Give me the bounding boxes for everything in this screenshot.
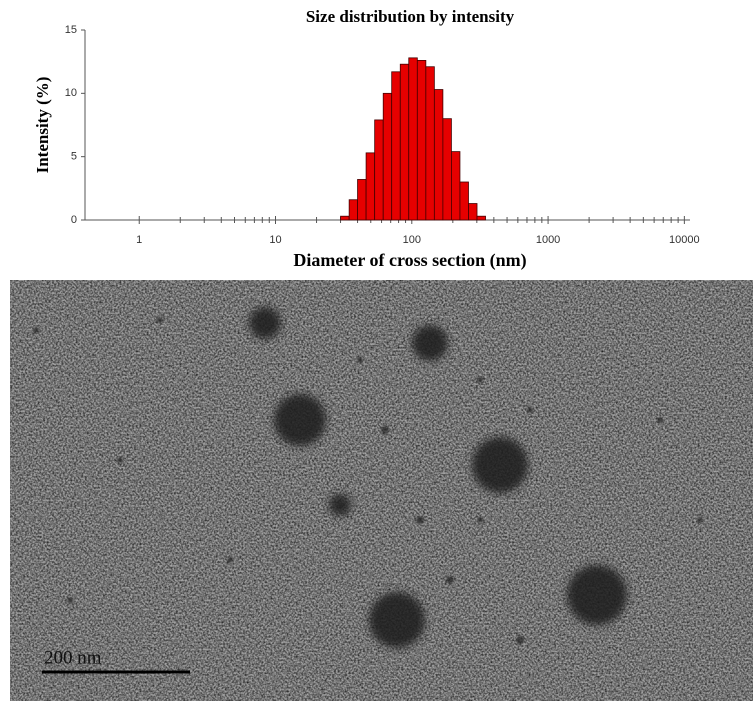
- y-tick-label: 10: [65, 87, 77, 99]
- bar: [382, 92, 393, 221]
- bar: [348, 199, 358, 221]
- bar: [399, 63, 410, 221]
- chart-title: Size distribution by intensity: [306, 7, 515, 26]
- bar: [340, 215, 350, 221]
- small-particles: [33, 317, 703, 644]
- y-tick-label: 15: [65, 24, 77, 36]
- particles: [249, 307, 627, 648]
- scale-bar-label: 200 nm: [44, 647, 102, 668]
- x-tick-label: 10000: [669, 234, 700, 246]
- x-tick-label: 1: [136, 234, 142, 246]
- x-tick-label: 10: [269, 234, 281, 246]
- bar: [459, 181, 469, 221]
- bar: [433, 89, 444, 221]
- x-tick-label: 1000: [536, 234, 560, 246]
- bar: [476, 215, 486, 221]
- bar: [365, 152, 376, 221]
- y-tick-label: 0: [71, 214, 77, 226]
- bar: [425, 66, 435, 221]
- bar: [357, 179, 367, 221]
- bar: [391, 71, 401, 221]
- y-tick-label: 5: [71, 151, 77, 163]
- bar: [416, 60, 427, 221]
- tem-image: 200 nm: [10, 280, 753, 701]
- x-tick-label: 100: [403, 234, 421, 246]
- bar: [468, 203, 478, 221]
- chart: Size distribution by intensity Intensity…: [33, 7, 700, 271]
- bar: [451, 151, 461, 221]
- bar: [408, 57, 418, 221]
- bar: [374, 119, 384, 221]
- bar: [442, 118, 452, 221]
- y-axis-label: Intensity (%): [33, 77, 52, 174]
- x-axis-label: Diameter of cross section (nm): [293, 250, 526, 271]
